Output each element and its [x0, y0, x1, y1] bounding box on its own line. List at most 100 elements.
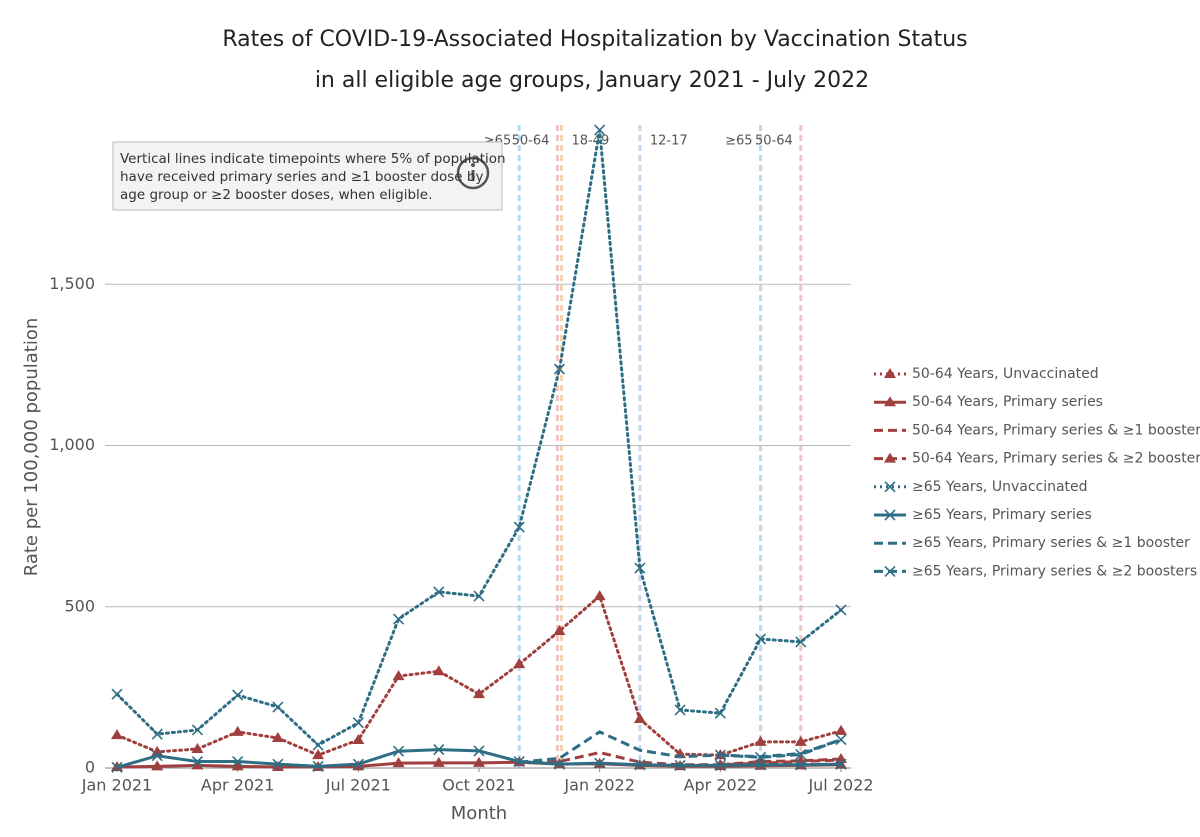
x-tick-label: Jan 2022 [563, 776, 634, 795]
y-axis-label: Rate per 100,000 population [21, 318, 42, 577]
series-line [519, 750, 842, 767]
x-tick-label: Oct 2021 [442, 776, 515, 795]
y-tick-label: 500 [64, 596, 95, 615]
marker [231, 725, 244, 736]
series-line [115, 593, 843, 757]
marker [634, 759, 646, 771]
series-line [115, 129, 843, 747]
marker [513, 658, 526, 669]
marker [714, 749, 726, 761]
marker [272, 701, 284, 713]
series-line [720, 738, 842, 759]
marker [272, 758, 284, 770]
marker [352, 733, 365, 744]
marker [232, 689, 244, 701]
info-icon[interactable] [456, 156, 490, 190]
marker [392, 670, 405, 681]
marker [754, 755, 767, 766]
marker [884, 452, 896, 463]
chart-subtitle: in all eligible age groups, January 2021… [315, 68, 869, 93]
marker [513, 521, 525, 533]
marker [884, 509, 896, 521]
marker [473, 590, 485, 602]
x-tick-label: Apr 2021 [201, 776, 274, 795]
marker [634, 562, 646, 574]
marker [473, 688, 485, 699]
series-line [519, 730, 842, 764]
marker [674, 704, 686, 716]
marker [473, 756, 485, 767]
series-line [720, 757, 842, 767]
marker [594, 124, 606, 136]
vertical-line-label: 12-17 [650, 134, 688, 149]
marker [352, 717, 364, 729]
marker [231, 760, 244, 771]
marker [884, 481, 896, 493]
vertical-line-label: 50-64 [755, 134, 793, 149]
marker [714, 707, 726, 719]
marker [151, 750, 163, 762]
x-tick-label: Jul 2021 [325, 776, 391, 795]
marker [754, 735, 767, 746]
note-box [112, 141, 503, 211]
y-tick-label: 1,500 [49, 274, 95, 293]
marker [392, 757, 405, 768]
legend-label: ≥65 Years, Primary series [912, 507, 1092, 523]
marker [433, 586, 445, 598]
info-icon-dot [471, 163, 475, 167]
vertical-line-label: 50-64 [512, 134, 550, 149]
marker [754, 751, 767, 763]
legend-label: ≥65 Years, Unvaccinated [912, 479, 1088, 495]
marker [191, 724, 204, 736]
grid: 0 500 1,000 1,500 Jan 2021 Apr 2021 Jul 2021 Oc… [49, 274, 873, 795]
legend-label: 50-64 Years, Primary series & ≥1 booster [912, 422, 1200, 438]
marker [674, 759, 686, 771]
marker [714, 759, 726, 771]
marker [312, 749, 325, 760]
marker [553, 758, 566, 770]
marker [553, 363, 566, 375]
marker [795, 636, 807, 648]
lines [111, 124, 847, 773]
x-axis-label: Month [451, 803, 507, 824]
marker [593, 590, 606, 601]
note-line: Vertical lines indicate timepoints where… [120, 151, 506, 167]
marker [594, 757, 606, 769]
marker [835, 724, 847, 735]
marker [754, 633, 767, 645]
marker [884, 368, 896, 378]
marker [795, 759, 807, 771]
marker [111, 761, 123, 773]
marker [312, 760, 324, 772]
note-line: have received primary series and ≥1 boos… [120, 169, 483, 185]
marker [392, 745, 405, 757]
x-tick-label: Apr 2022 [684, 776, 757, 795]
marker [191, 742, 204, 753]
marker [794, 735, 807, 746]
legend: 50-64 Years, Unvaccinated 50-64 Years, Pr… [874, 366, 1200, 579]
y-tick-label: 1,000 [49, 435, 95, 454]
legend-label: 50-64 Years, Primary series & ≥2 booster… [912, 451, 1200, 467]
marker [232, 755, 244, 768]
legend-label: 50-64 Years, Unvaccinated [912, 366, 1099, 382]
marker [312, 739, 324, 751]
marker [835, 758, 847, 770]
marker [271, 761, 284, 772]
marker [352, 758, 364, 770]
marker [151, 728, 163, 740]
marker [191, 755, 204, 768]
legend-label: ≥65 Years, Primary series & ≥1 booster [912, 535, 1190, 551]
marker [473, 745, 485, 757]
x-tick-label: Jul 2022 [807, 776, 873, 795]
chart-title: Rates of COVID-19-Associated Hospitaliza… [222, 27, 967, 52]
marker [553, 624, 566, 635]
marker [433, 744, 445, 756]
marker [151, 760, 164, 771]
vertical-line-label: ≥65 [725, 134, 752, 149]
marker [633, 712, 646, 723]
note-line: age group or ≥2 booster doses, when elig… [120, 187, 432, 203]
marker [835, 734, 847, 746]
x-tick-label: Jan 2021 [81, 776, 152, 795]
legend-label: ≥65 Years, Primary series & ≥2 boosters [912, 563, 1197, 579]
